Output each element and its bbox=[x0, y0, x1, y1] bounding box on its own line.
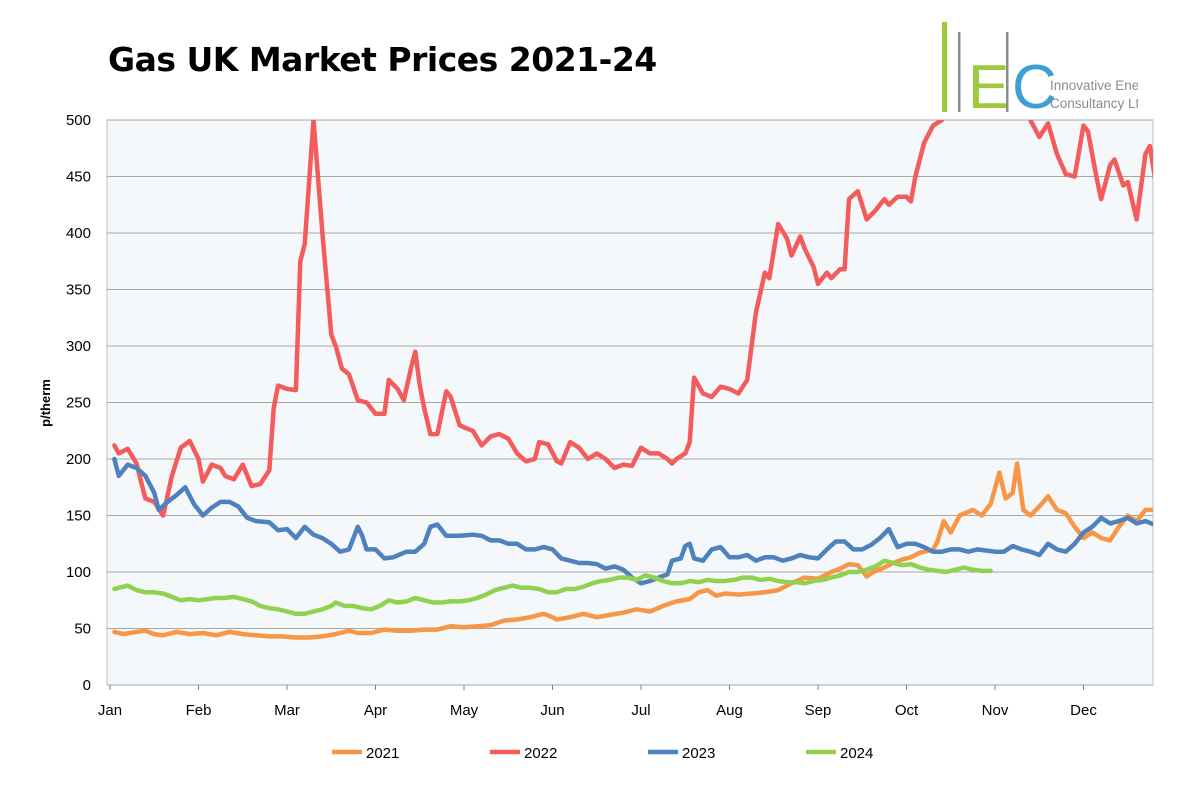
y-tick-label: 400 bbox=[66, 225, 91, 242]
legend-label-2022: 2022 bbox=[524, 745, 557, 762]
y-axis-ticks: 0 50 100 150 200 250 300 350 400 450 500 bbox=[66, 112, 91, 694]
company-logo: E C Innovative Energy Consultancy Ltd bbox=[942, 22, 1138, 120]
series-line-2022-cont- bbox=[1028, 120, 1153, 222]
y-axis-label: p/therm bbox=[38, 379, 53, 427]
y-tick-label: 0 bbox=[83, 677, 91, 694]
y-tick-label: 500 bbox=[66, 112, 91, 129]
x-tick-label: Jul bbox=[631, 702, 650, 719]
y-tick-label: 350 bbox=[66, 282, 91, 299]
y-tick-label: 100 bbox=[66, 564, 91, 581]
x-tick-label: May bbox=[450, 702, 479, 719]
logo-green-bar bbox=[942, 22, 947, 112]
logo-letter-c: C bbox=[1012, 53, 1057, 120]
series-line-2024 bbox=[112, 558, 993, 617]
x-tick-label: Oct bbox=[895, 702, 919, 719]
x-tick-label: Jan bbox=[98, 702, 122, 719]
y-tick-label: 150 bbox=[66, 508, 91, 525]
x-tick-label: Apr bbox=[364, 702, 387, 719]
logo-grey-bar bbox=[958, 32, 961, 112]
y-tick-label: 250 bbox=[66, 395, 91, 412]
logo-company-line1: Innovative Energy bbox=[1050, 78, 1138, 93]
x-tick-label: Dec bbox=[1070, 702, 1097, 719]
x-tick-label: Nov bbox=[982, 702, 1009, 719]
legend: 2021 2022 2023 2024 bbox=[332, 745, 873, 762]
x-tick-label: Jun bbox=[540, 702, 564, 719]
y-tick-label: 50 bbox=[74, 621, 91, 638]
series-lines bbox=[112, 120, 1153, 640]
y-tick-label: 450 bbox=[66, 169, 91, 186]
series-line-2022 bbox=[112, 120, 945, 518]
y-tick-label: 300 bbox=[66, 338, 91, 355]
x-tick-label: Feb bbox=[186, 702, 212, 719]
logo-company-line2: Consultancy Ltd bbox=[1050, 96, 1138, 111]
legend-label-2023: 2023 bbox=[682, 745, 715, 762]
x-tick-label: Mar bbox=[274, 702, 300, 719]
legend-label-2024: 2024 bbox=[840, 745, 873, 762]
x-axis-ticks: Jan Feb Mar Apr May Jun Jul Aug Sep Oct Nov Dec bbox=[98, 685, 1097, 719]
x-tick-label: Sep bbox=[805, 702, 832, 719]
logo-letter-e: E bbox=[968, 53, 1009, 120]
series-line-2023 bbox=[112, 456, 1153, 586]
chart-title: Gas UK Market Prices 2021-24 bbox=[108, 40, 657, 79]
y-tick-label: 200 bbox=[66, 451, 91, 468]
x-tick-label: Aug bbox=[716, 702, 743, 719]
legend-label-2021: 2021 bbox=[366, 745, 399, 762]
logo-grey-bar-2 bbox=[1006, 32, 1009, 112]
